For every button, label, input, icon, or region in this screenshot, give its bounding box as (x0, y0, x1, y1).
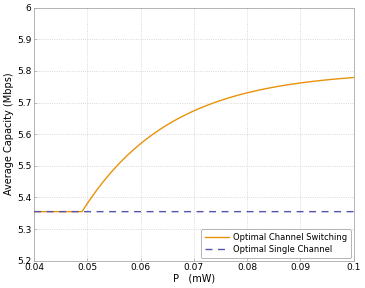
Optimal Channel Switching (351, 76, 356, 79)
X-axis label: P   (mW): P (mW) (173, 274, 215, 284)
Optimal Single Channel (179, 210, 183, 213)
Optimal Single Channel (351, 210, 356, 213)
Optimal Channel Switching (187, 111, 192, 115)
Optimal Channel Switching (342, 77, 346, 80)
Optimal Channel Switching (342, 77, 346, 80)
Legend: Optimal Channel Switching, Optimal Single Channel: Optimal Channel Switching, Optimal Singl… (201, 229, 351, 258)
Optimal Single Channel (342, 210, 346, 213)
Y-axis label: Average Capacity (Mbps): Average Capacity (Mbps) (4, 73, 14, 196)
Optimal Channel Switching (179, 115, 183, 119)
Optimal Single Channel (284, 210, 288, 213)
Optimal Channel Switching (284, 83, 288, 87)
Optimal Single Channel (48, 210, 53, 213)
Optimal Single Channel (342, 210, 346, 213)
Optimal Single Channel (32, 210, 36, 213)
Optimal Channel Switching (32, 210, 36, 213)
Optimal Channel Switching (48, 210, 53, 213)
Line: Optimal Channel Switching: Optimal Channel Switching (34, 77, 354, 212)
Optimal Single Channel (187, 210, 192, 213)
